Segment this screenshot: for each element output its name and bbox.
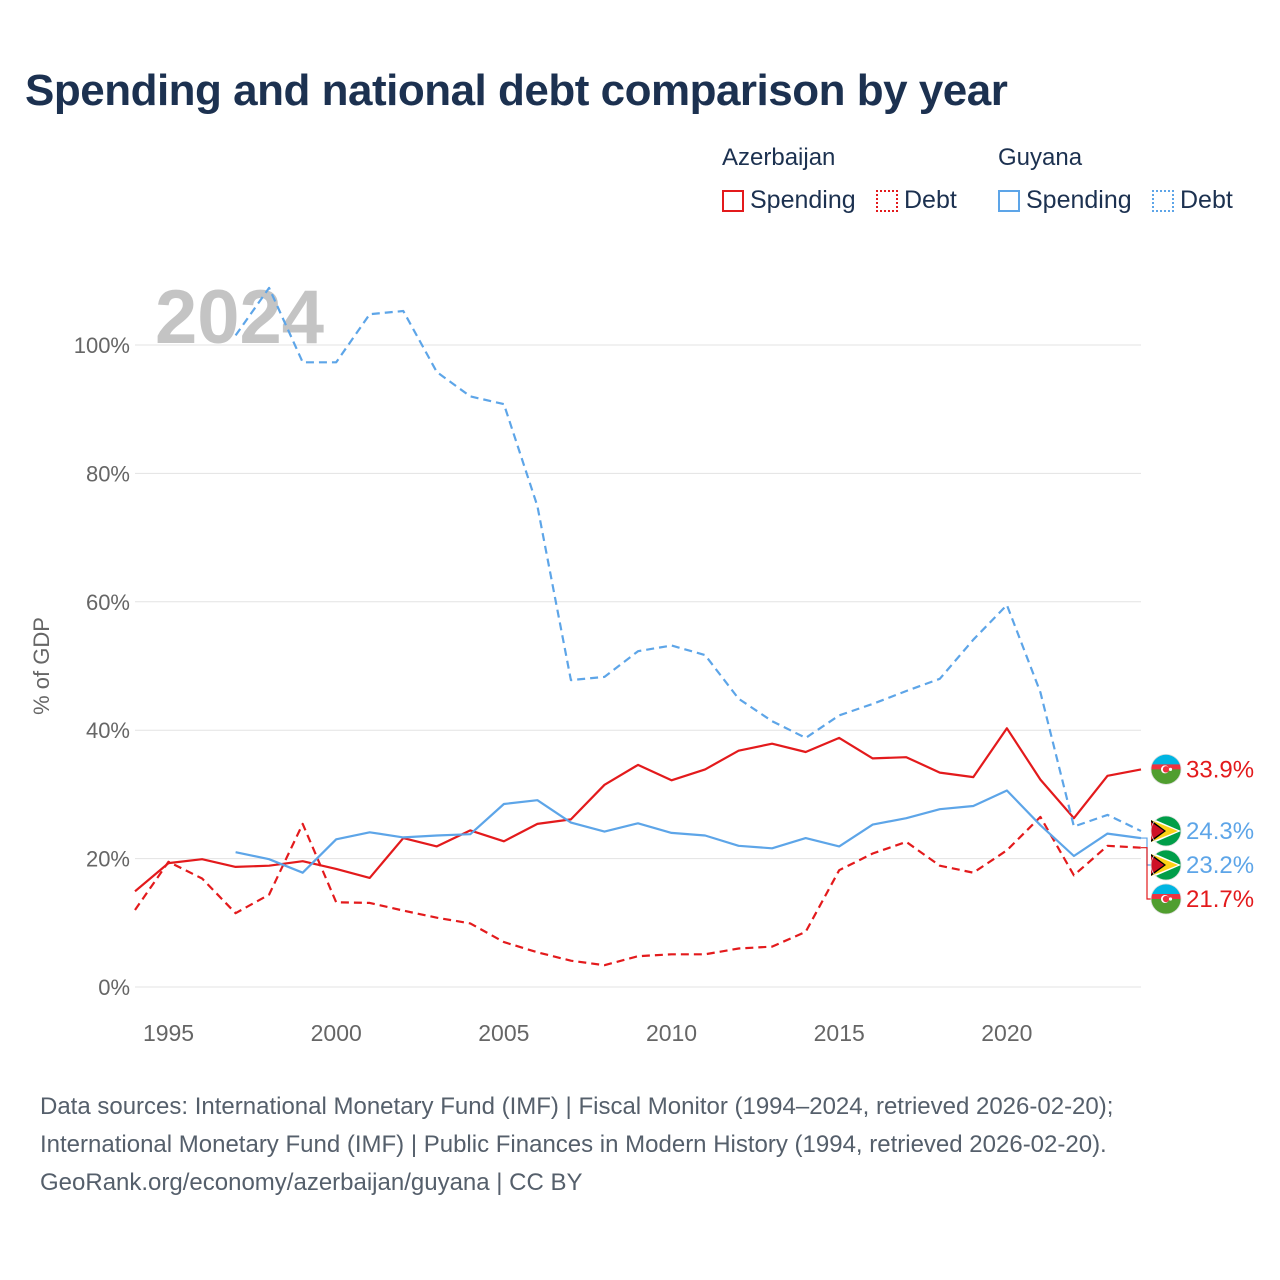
legend-label: Spending <box>1026 186 1132 214</box>
flag-star <box>1168 897 1173 901</box>
flag-border <box>1150 849 1182 881</box>
flag-red-triangle <box>1151 855 1164 874</box>
y-tick-label: 20% <box>86 847 130 872</box>
year-watermark: 2024 <box>155 275 324 360</box>
y-axis-label: % of GDP <box>29 617 54 715</box>
legend-item-azerbaijan-debt[interactable]: Debt <box>876 186 957 215</box>
footer-sources: Data sources: International Monetary Fun… <box>40 1088 1113 1202</box>
grid-lines <box>135 344 1141 988</box>
y-axis-ticks: 0% 20% 40% 60% 80% 100% <box>74 333 130 1000</box>
y-tick-label: 80% <box>86 461 130 486</box>
end-label-azerbaijan-debt: 21.7% <box>1141 847 1254 915</box>
y-tick-label: 0% <box>98 975 130 1000</box>
x-axis-ticks: 1995 2000 2005 2010 2015 2020 <box>143 1020 1033 1046</box>
x-tick-label: 2000 <box>311 1020 362 1046</box>
footer-line-2: International Monetary Fund (IMF) | Publ… <box>40 1131 1107 1158</box>
end-value-label: 23.2% <box>1186 852 1254 879</box>
flag-border <box>1150 753 1182 785</box>
legend-swatch-dashed-red <box>876 189 898 212</box>
flag-field-blue <box>1151 883 1181 894</box>
end-labels: 33.9% 24.3% 23.2% 21.7% <box>1141 753 1254 915</box>
footer-line-1: Data sources: International Monetary Fun… <box>40 1093 1114 1120</box>
end-value-label: 33.9% <box>1186 756 1254 783</box>
legend-item-guyana-spending[interactable]: Spending <box>998 186 1132 215</box>
flag-star <box>1168 767 1173 771</box>
x-tick-label: 2005 <box>478 1020 529 1046</box>
series-line-azerbaijan-spending <box>134 727 1142 893</box>
x-tick-label: 1995 <box>143 1020 194 1046</box>
flag-red-triangle <box>1151 821 1164 840</box>
azerbaijan-flag-icon <box>1150 753 1182 785</box>
series-lines <box>134 286 1142 967</box>
x-tick-label: 2015 <box>814 1020 865 1046</box>
footer-line-3: GeoRank.org/economy/azerbaijan/guyana | … <box>40 1169 583 1196</box>
azerbaijan-flag-icon <box>1150 883 1182 915</box>
flag-crescent-inner <box>1162 895 1170 903</box>
end-label-guyana-debt: 24.3% <box>1150 815 1254 847</box>
end-value-label: 24.3% <box>1186 818 1254 845</box>
page-title: Spending and national debt comparison by… <box>25 66 1008 115</box>
guyana-flag-icon <box>1150 815 1182 847</box>
legend-swatch-dashed-blue <box>1152 189 1174 212</box>
legend-item-azerbaijan-spending[interactable]: Spending <box>722 186 856 215</box>
flag-crescent-inner <box>1162 766 1170 773</box>
legend-label: Debt <box>904 186 957 214</box>
legend-group-guyana: Guyana <box>998 144 1083 171</box>
end-label-guyana-spending: 23.2% <box>1141 837 1254 881</box>
guyana-flag-icon <box>1150 849 1182 881</box>
legend-swatch-solid-red <box>722 189 744 212</box>
legend-group-azerbaijan: Azerbaijan <box>722 144 836 171</box>
flag-border <box>1150 883 1182 915</box>
end-label-azerbaijan-spending: 33.9% <box>1150 753 1254 785</box>
x-tick-label: 2020 <box>981 1020 1032 1046</box>
x-tick-label: 2010 <box>646 1020 697 1046</box>
flag-field-blue <box>1151 754 1181 765</box>
legend-item-guyana-debt[interactable]: Debt <box>1152 186 1233 215</box>
series-line-azerbaijan-debt <box>134 815 1142 967</box>
legend-label: Debt <box>1180 186 1233 214</box>
legend-swatch-solid-blue <box>998 189 1020 212</box>
legend-label: Spending <box>750 186 856 214</box>
series-line-guyana-debt <box>234 286 1142 832</box>
y-tick-label: 60% <box>86 590 130 615</box>
y-tick-label: 100% <box>74 333 130 358</box>
label-connector <box>1141 847 1153 900</box>
y-tick-label: 40% <box>86 718 130 743</box>
series-line-guyana-spending <box>235 789 1142 874</box>
end-value-label: 21.7% <box>1186 886 1254 913</box>
flag-border <box>1150 815 1182 847</box>
